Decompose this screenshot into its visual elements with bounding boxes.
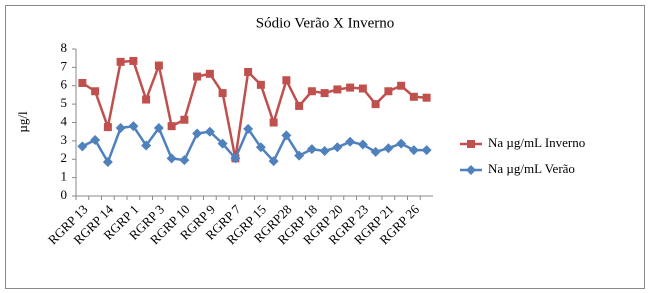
marker [408,145,419,156]
marker [409,92,418,101]
marker [77,141,88,152]
y-tick-label: 1 [61,169,68,184]
marker [384,87,393,96]
marker [383,143,394,154]
marker [166,153,177,164]
marker [295,101,304,110]
series-line [81,59,427,159]
marker [192,128,203,139]
marker [244,67,253,76]
marker [307,87,316,96]
marker [128,121,139,132]
marker [243,123,254,134]
marker [102,157,113,168]
marker [204,126,215,137]
marker [320,89,329,98]
y-tick-label: 3 [61,132,68,147]
marker [345,136,356,147]
y-tick-label: 2 [61,150,68,165]
marker [467,140,475,148]
marker [357,139,368,150]
marker [180,115,189,124]
marker [78,78,87,87]
y-axis-label: µg/l [15,111,30,133]
marker [371,100,380,109]
marker [268,156,279,167]
marker [154,61,163,70]
marker [116,57,125,66]
marker [179,155,190,166]
marker [282,76,291,85]
marker [281,130,292,141]
marker [346,83,355,92]
marker [91,87,100,96]
marker [218,89,227,98]
marker [103,123,112,132]
marker [306,144,317,155]
marker [294,150,305,161]
marker [205,69,214,78]
y-tick-label: 7 [61,58,68,73]
marker [422,93,431,102]
marker [396,138,407,149]
marker [269,118,278,127]
legend-label: Na µg/mL Verão [488,161,575,176]
marker [466,165,476,175]
marker [358,84,367,93]
y-tick-label: 0 [61,187,68,202]
chart-title: Sódio Verão X Inverno [256,15,394,31]
y-tick-label: 6 [61,77,68,92]
marker [332,142,343,153]
y-tick-label: 8 [61,40,68,55]
legend-label: Na µg/mL Inverno [488,135,585,150]
marker [370,146,381,157]
marker [397,81,406,90]
y-tick-label: 4 [61,113,68,128]
marker [115,123,126,134]
marker [333,85,342,94]
marker [421,145,432,156]
marker [217,138,228,149]
marker [256,80,265,89]
marker [90,134,101,145]
marker [193,72,202,81]
series-line [81,124,427,165]
marker [141,140,152,151]
marker [255,142,266,153]
marker [230,153,241,164]
marker [142,95,151,104]
marker [153,123,164,134]
marker [129,56,138,65]
marker [167,122,176,131]
y-tick-label: 5 [61,95,68,110]
marker [319,145,330,156]
